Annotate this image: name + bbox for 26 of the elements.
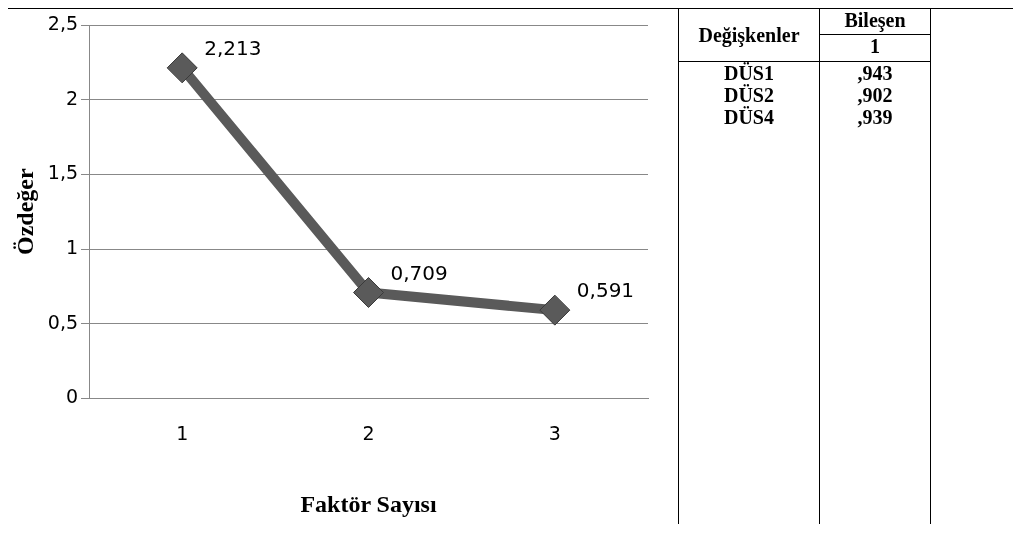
text: DÜS4 xyxy=(723,106,775,128)
y-tick-label: 0 xyxy=(65,385,79,408)
text: Değişkenler xyxy=(679,9,819,62)
y-tick-label: 2 xyxy=(65,86,79,109)
text: 2,213 xyxy=(204,36,262,61)
text: Bileşen xyxy=(820,9,930,35)
point xyxy=(166,52,198,84)
y-axis-title: Özdeğer xyxy=(11,168,38,256)
text: ,902 xyxy=(856,84,894,106)
text: 0,591 xyxy=(576,278,635,303)
point xyxy=(353,277,385,308)
y-tick-label: 1,5 xyxy=(47,161,79,184)
y-tick-label: 0,5 xyxy=(47,310,79,333)
x-tick-label: 3 xyxy=(548,421,561,444)
text: DÜS1 xyxy=(723,62,775,84)
text: 1 xyxy=(820,35,930,62)
text: ,943 xyxy=(856,62,894,84)
point xyxy=(539,294,571,326)
text: 0,709 xyxy=(390,260,448,285)
text: ,939 xyxy=(856,106,894,128)
y-tick-label: 1 xyxy=(65,235,79,258)
x-tick-label: 1 xyxy=(176,421,189,444)
y-tick-label: 2,5 xyxy=(47,11,79,34)
x-axis-title: Faktör Sayısı xyxy=(300,490,437,517)
text: DÜS2 xyxy=(723,84,775,106)
x-tick-label: 2 xyxy=(362,421,375,444)
